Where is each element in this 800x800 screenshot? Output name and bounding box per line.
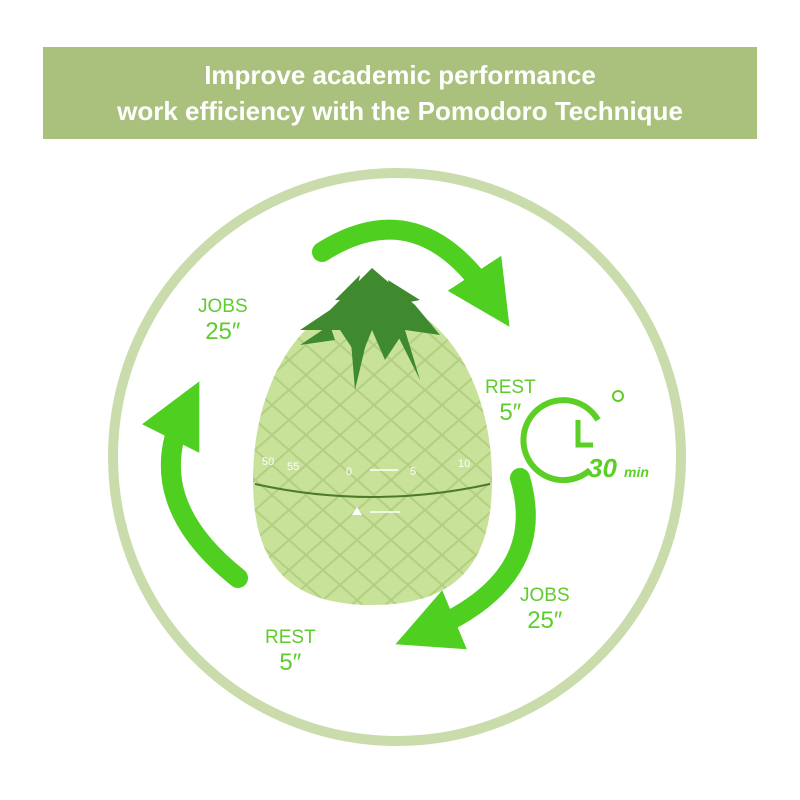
title-banner: Improve academic performance work effici…	[43, 47, 757, 139]
clock-unit: min	[624, 464, 649, 480]
label-jobs-1: JOBS 25″	[198, 296, 248, 345]
arrow-left	[142, 381, 248, 588]
label-jobs-2: JOBS 25″	[520, 585, 570, 634]
label-rest-2: REST 5″	[265, 627, 316, 676]
svg-text:0: 0	[346, 466, 352, 478]
cycle-ring	[108, 168, 686, 746]
svg-text:5: 5	[410, 466, 416, 478]
banner-line-2: work efficiency with the Pomodoro Techni…	[117, 96, 683, 126]
svg-text:10: 10	[458, 458, 470, 470]
leaves	[300, 268, 440, 390]
banner-line-1: Improve academic performance	[204, 60, 596, 90]
clock-minutes: 30	[588, 453, 617, 483]
pineapple-timer[interactable]: 50 55 0 5 10	[253, 268, 492, 605]
dial-numbers: 50 55 0 5 10	[262, 456, 470, 478]
arrow-right	[395, 468, 536, 650]
clock-icon: 30 min	[520, 390, 649, 484]
arrow-top	[312, 219, 510, 327]
label-rest-1: REST 5″	[485, 377, 536, 426]
svg-text:50: 50	[262, 456, 274, 468]
svg-text:55: 55	[287, 461, 299, 473]
